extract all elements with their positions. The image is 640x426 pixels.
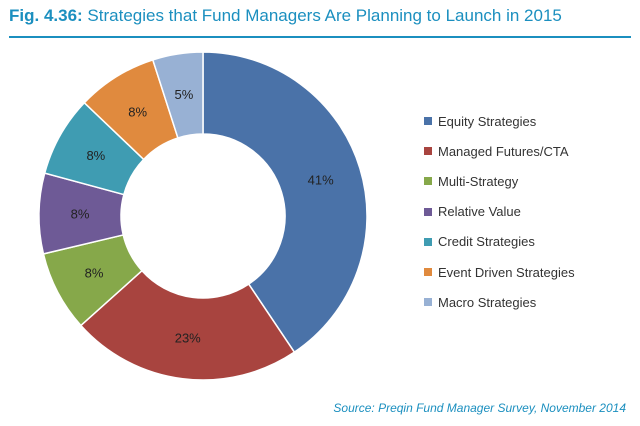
legend-item-macro-strategies: Macro Strategies [424, 287, 575, 317]
title-divider [9, 36, 631, 38]
legend-item-event-driven-strategies: Event Driven Strategies [424, 257, 575, 287]
source-note: Source: Preqin Fund Manager Survey, Nove… [333, 401, 626, 415]
legend-item-equity-strategies: Equity Strategies [424, 106, 575, 136]
legend-swatch [424, 207, 432, 216]
slice-equity-strategies [202, 51, 368, 354]
data-label-equity-strategies: 41% [308, 173, 334, 188]
legend: Equity Strategies Managed Futures/CTA Mult… [424, 106, 575, 317]
slices-group [38, 51, 368, 381]
figure-title: Strategies that Fund Managers Are Planni… [87, 6, 562, 25]
legend-label: Macro Strategies [438, 294, 537, 310]
legend-label: Equity Strategies [438, 113, 537, 129]
data-label-multi-strategy: 8% [85, 266, 104, 281]
legend-item-managed-futures-cta: Managed Futures/CTA [424, 136, 575, 166]
legend-item-multi-strategy: Multi-Strategy [424, 166, 575, 196]
legend-swatch [424, 177, 432, 186]
data-label-relative-value: 8% [71, 207, 90, 222]
legend-item-relative-value: Relative Value [424, 197, 575, 227]
legend-swatch [424, 268, 432, 277]
legend-swatch [424, 117, 432, 126]
data-label-credit-strategies: 8% [86, 148, 105, 163]
legend-label: Credit Strategies [438, 234, 535, 250]
data-label-event-driven-strategies: 8% [128, 104, 147, 119]
figure-number: Fig. 4.36: [9, 6, 83, 25]
legend-label: Managed Futures/CTA [438, 143, 569, 159]
data-labels-group: 41% 23% 8% 8% 8% 8% 5% [71, 87, 334, 346]
legend-label: Event Driven Strategies [438, 264, 575, 280]
legend-swatch [424, 237, 432, 246]
slice-managed-futures-cta [79, 269, 296, 381]
data-label-managed-futures-cta: 23% [175, 331, 201, 346]
legend-swatch [424, 298, 432, 307]
legend-swatch [424, 147, 432, 156]
legend-item-credit-strategies: Credit Strategies [424, 227, 575, 257]
slice-macro-strategies [151, 51, 204, 139]
data-label-macro-strategies: 5% [175, 87, 194, 102]
legend-label: Multi-Strategy [438, 173, 519, 189]
legend-label: Relative Value [438, 204, 521, 220]
chart-title: Fig. 4.36: Strategies that Fund Managers… [9, 6, 562, 26]
